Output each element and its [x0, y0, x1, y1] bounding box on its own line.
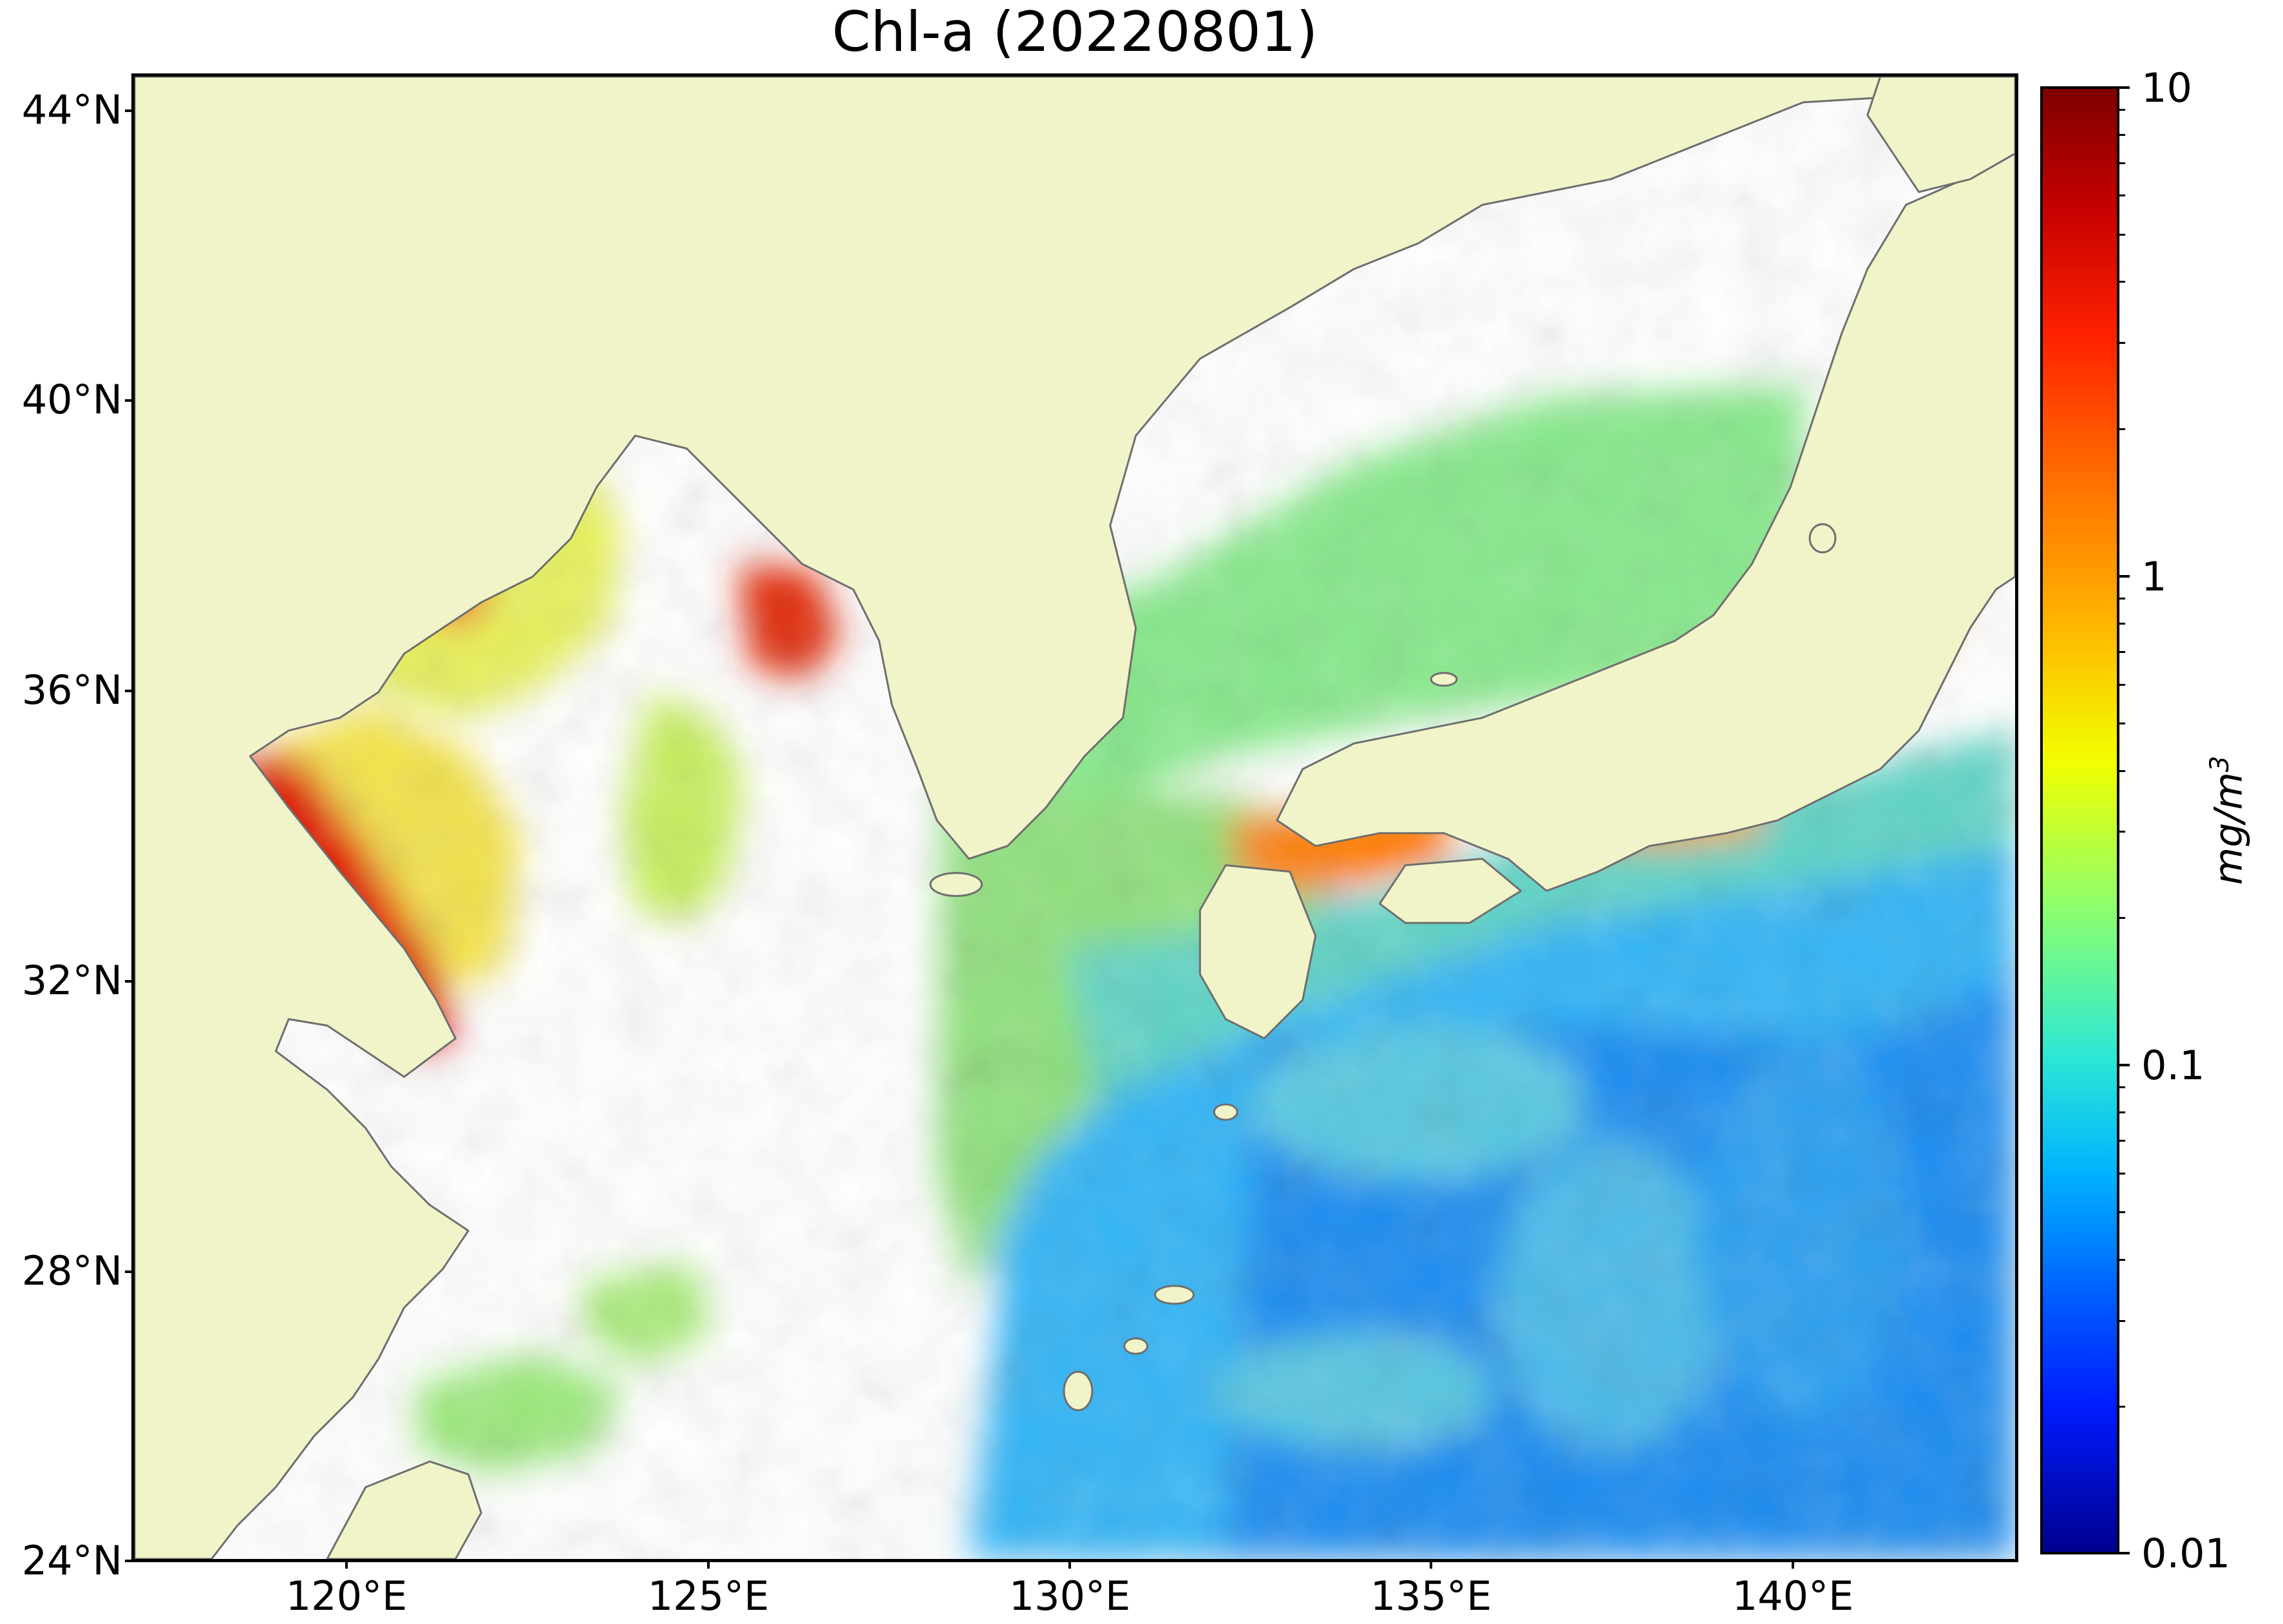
lat-label-28n: 28°N	[21, 1247, 122, 1294]
lat-label-40n: 40°N	[21, 376, 122, 423]
colorbar	[2040, 86, 2119, 1554]
lat-label-36n: 36°N	[21, 666, 122, 713]
lat-tick	[125, 1270, 133, 1273]
lon-label-135e: 135°E	[1370, 1572, 1492, 1619]
colorbar-minor-tick	[2119, 162, 2125, 164]
lat-label-44n: 44°N	[21, 86, 122, 133]
map-title: Chl-a (20220801)	[831, 0, 1318, 64]
colorbar-label-10: 10	[2141, 64, 2192, 111]
colorbar-minor-tick	[2119, 917, 2125, 919]
lat-label-32n: 32°N	[21, 957, 122, 1004]
colorbar-label-0-01: 0.01	[2141, 1530, 2231, 1577]
colorbar-minor-tick	[2119, 1211, 2125, 1213]
lat-tick	[125, 980, 133, 983]
colorbar-minor-tick	[2119, 1173, 2125, 1175]
colorbar-minor-tick	[2119, 134, 2125, 136]
asia-mainland	[135, 77, 2015, 1559]
jeju-island	[929, 872, 983, 897]
colorbar-minor-tick	[2119, 1140, 2125, 1142]
colorbar-minor-tick	[2119, 623, 2125, 625]
japan-shikoku	[1378, 858, 1522, 924]
colorbar-minor-tick	[2119, 770, 2125, 772]
colorbar-minor-tick	[2119, 1320, 2125, 1322]
colorbar-minor-tick	[2119, 684, 2125, 686]
taiwan	[326, 1460, 482, 1559]
lat-tick	[125, 690, 133, 692]
colorbar-minor-tick	[2119, 428, 2125, 430]
japan-hokkaido	[1866, 77, 2015, 193]
colorbar-minor-tick	[2119, 722, 2125, 724]
colorbar-minor-tick	[2119, 234, 2125, 236]
lat-tick	[125, 399, 133, 402]
colorbar-minor-tick	[2119, 194, 2125, 196]
colorbar-minor-tick	[2119, 831, 2125, 833]
colorbar-major-tick	[2119, 1552, 2130, 1554]
japan-kyushu	[1198, 864, 1317, 1040]
lon-tick	[1792, 1561, 1794, 1569]
colorbar-major-tick	[2119, 86, 2130, 89]
colorbar-unit-label: mg/m3	[2205, 755, 2251, 885]
colorbar-minor-tick	[2119, 281, 2125, 283]
colorbar-minor-tick	[2119, 109, 2125, 111]
colorbar-minor-tick	[2119, 1259, 2125, 1261]
lat-tick	[125, 1560, 133, 1562]
lon-tick	[345, 1561, 348, 1569]
lon-tick	[1068, 1561, 1071, 1569]
colorbar-minor-tick	[2119, 1111, 2125, 1113]
colorbar-minor-tick	[2119, 342, 2125, 344]
lon-label-130e: 130°E	[1009, 1572, 1131, 1619]
land-masses	[135, 77, 2015, 1559]
lat-label-24n: 24°N	[21, 1537, 122, 1584]
map-frame	[131, 73, 2018, 1562]
chlorophyll-map	[135, 77, 2015, 1559]
lon-label-120e: 120°E	[285, 1572, 408, 1619]
lon-label-125e: 125°E	[647, 1572, 770, 1619]
lon-label-140e: 140°E	[1732, 1572, 1854, 1619]
colorbar-minor-tick	[2119, 598, 2125, 600]
lon-tick	[1430, 1561, 1432, 1569]
colorbar-minor-tick	[2119, 1406, 2125, 1408]
colorbar-major-tick	[2119, 575, 2130, 578]
lon-tick	[707, 1561, 710, 1569]
colorbar-minor-tick	[2119, 1086, 2125, 1088]
colorbar-minor-tick	[2119, 651, 2125, 653]
colorbar-label-1: 1	[2141, 553, 2167, 600]
colorbar-label-0-1: 0.1	[2141, 1042, 2205, 1089]
colorbar-major-tick	[2119, 1064, 2130, 1066]
lat-tick	[125, 109, 133, 112]
japan-honshu	[1276, 152, 2015, 892]
